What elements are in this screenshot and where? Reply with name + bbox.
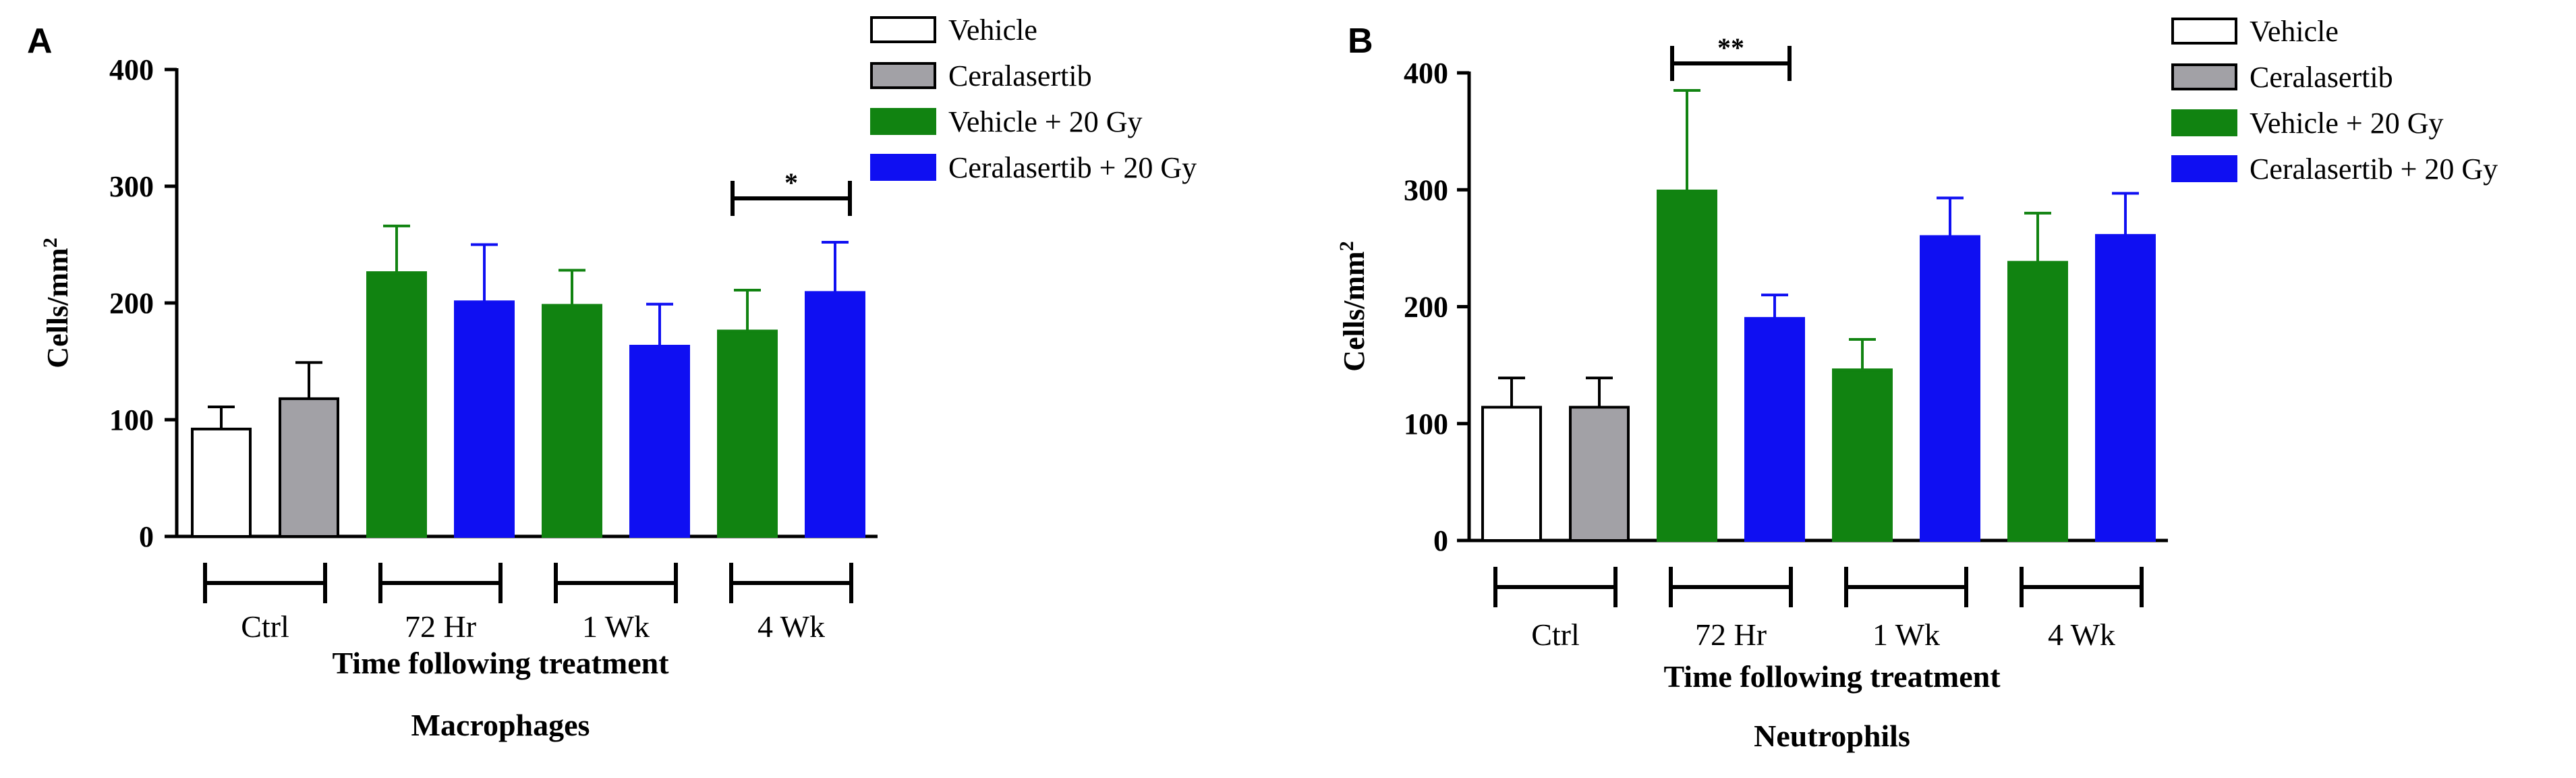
significance-label: ** [1717, 32, 1744, 63]
bar-1-wk-ceralasertib-20-gy [629, 345, 690, 538]
x-group-label: 1 Wk [1872, 617, 1940, 652]
y-axis-label: Cells/mm2 [39, 238, 74, 368]
panel-label: B [1348, 22, 1373, 61]
bar-ctrl-vehicle [191, 427, 252, 538]
legend-swatch [2171, 109, 2237, 136]
x-axis-label: Time following treatment [332, 646, 669, 680]
legend-label: Ceralasertib [2250, 61, 2393, 94]
significance-label: * [784, 167, 798, 198]
bar-ctrl-ceralasertib [279, 397, 339, 538]
y-tick-label: 300 [109, 170, 154, 203]
legend-label: Ceralasertib + 20 Gy [948, 151, 1197, 184]
bar-ctrl-ceralasertib [1569, 406, 1630, 542]
bar-72-hr-ceralasertib-20-gy [454, 300, 515, 538]
x-group-label: 4 Wk [2048, 617, 2115, 652]
y-tick-label: 200 [1404, 291, 1448, 324]
y-tick-label: 0 [1433, 524, 1448, 557]
x-group-label: 1 Wk [582, 609, 650, 644]
y-tick-label: 400 [109, 53, 154, 86]
x-axis-label: Time following treatment [1663, 659, 2001, 694]
bar-72-hr-vehicle-20-gy [366, 271, 427, 538]
x-group-label: 72 Hr [405, 609, 476, 644]
y-tick-label: 100 [109, 404, 154, 437]
bar-ctrl-vehicle [1481, 406, 1542, 542]
chart-panel-b: B 0 100 200 300 400 Cells/mm2 Ctrl 72 Hr 1 Wk 4 Wk… [1336, 15, 2498, 753]
legend-label: Vehicle + 20 Gy [948, 105, 1143, 138]
panel-label: A [27, 22, 53, 61]
y-axis-label: Cells/mm2 [1336, 241, 1371, 371]
bar-4-wk-ceralasertib-20-gy [805, 291, 865, 538]
legend-label: Vehicle [2250, 15, 2339, 48]
x-group-label: Ctrl [241, 609, 289, 644]
x-group-label: 4 Wk [757, 609, 825, 644]
legend-swatch [870, 108, 936, 135]
legend-swatch [870, 62, 936, 89]
y-tick-label: 100 [1404, 408, 1448, 441]
legend-swatch [870, 154, 936, 181]
legend-swatch [2171, 63, 2237, 90]
legend-label: Vehicle [948, 13, 1037, 47]
y-tick-label: 400 [1404, 57, 1448, 90]
legend-label: Vehicle + 20 Gy [2250, 107, 2444, 140]
x-group-label: Ctrl [1531, 617, 1580, 652]
bar-4-wk-vehicle-20-gy [2007, 260, 2068, 542]
x-group-label: 72 Hr [1695, 617, 1767, 652]
chart-title: Neutrophils [1754, 719, 1910, 753]
legend: Vehicle Ceralasertib Vehicle + 20 Gy Cerala… [2171, 15, 2498, 186]
y-tick-label: 300 [1404, 173, 1448, 206]
bar-1-wk-vehicle-20-gy [1832, 368, 1893, 542]
bar-72-hr-ceralasertib-20-gy [1744, 316, 1805, 542]
bar-1-wk-vehicle-20-gy [542, 304, 602, 538]
legend-label: Ceralasertib + 20 Gy [2250, 152, 2498, 186]
bar-4-wk-ceralasertib-20-gy [2095, 233, 2156, 542]
bar-1-wk-ceralasertib-20-gy [1920, 235, 1980, 542]
legend: Vehicle Ceralasertib Vehicle + 20 Gy Cerala… [870, 13, 1197, 184]
y-tick-label: 200 [109, 287, 154, 320]
y-tick-label: 0 [139, 520, 154, 553]
legend-label: Ceralasertib [948, 59, 1092, 92]
bar-4-wk-vehicle-20-gy [717, 329, 778, 538]
chart-title: Macrophages [411, 708, 590, 742]
bar-72-hr-vehicle-20-gy [1657, 189, 1717, 543]
legend-swatch [870, 16, 936, 43]
legend-swatch [2171, 18, 2237, 45]
legend-swatch [2171, 155, 2237, 182]
chart-panel-a: A 0 100 200 300 400 Cells/mm2 Ctrl 72 Hr 1 Wk 4 Wk… [27, 13, 1197, 742]
